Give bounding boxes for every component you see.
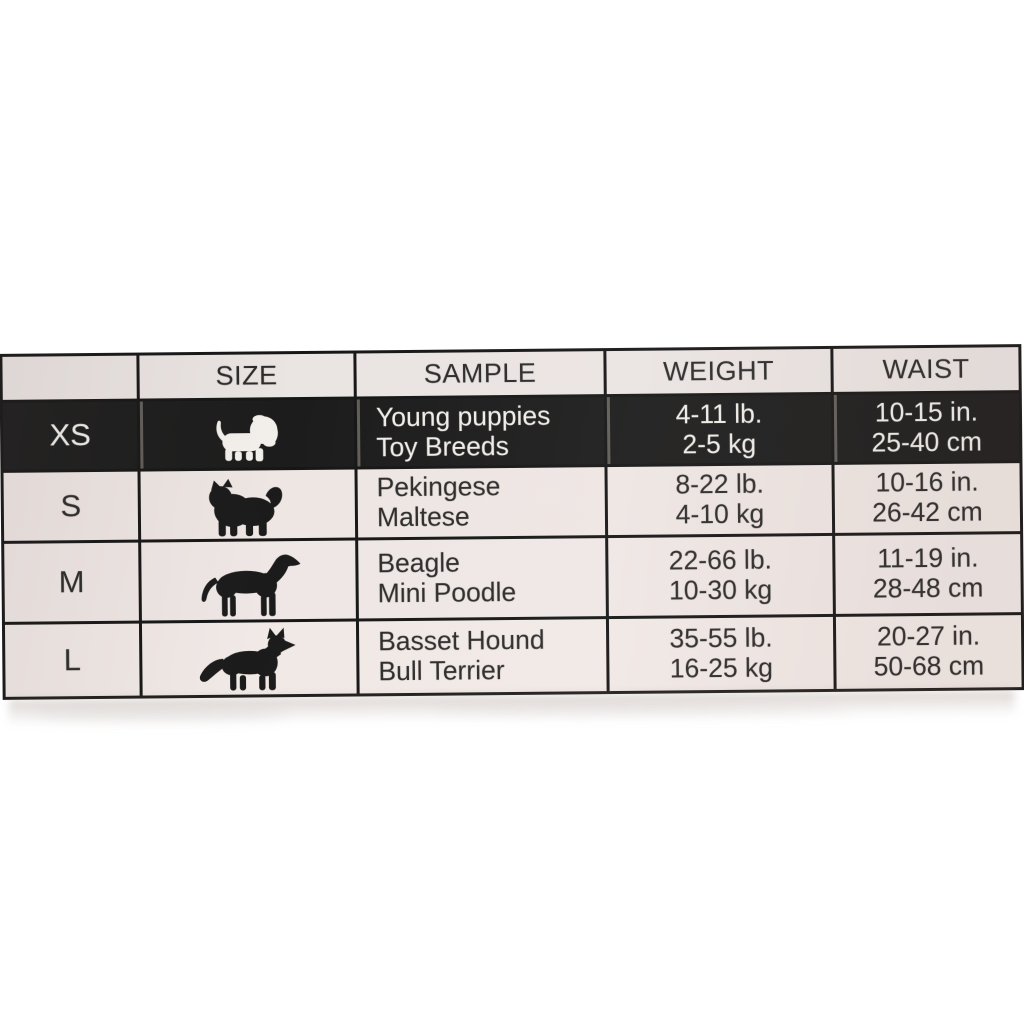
sample-cell-m: Beagle Mini Poodle [358,538,606,619]
size-icon-cell-s [140,469,356,540]
waist-cell-s: 10-16 in. 26-42 cm [834,463,1021,533]
puppy-dog-icon [216,414,278,461]
size-icon-cell-m [141,540,356,621]
size-label-l: L [4,623,140,697]
header-weight: WEIGHT [606,348,831,395]
waist-cell-l: 20-27 in. 50-68 cm [835,615,1022,689]
header-weight-label: WEIGHT [662,355,775,387]
size-chart-photo: SIZE SAMPLE WEIGHT WAIST XS [0,344,1024,726]
size-label-s: S [3,471,139,541]
header-waist: WAIST [833,347,1019,392]
size-icon-cell-xs [139,399,355,469]
size-label-xs: XS [2,401,138,470]
header-sample: SAMPLE [356,351,604,397]
size-icon-cell-l [141,621,357,696]
sample-cell-xs: Young puppies Toy Breeds [356,397,605,467]
size-chart-table: SIZE SAMPLE WEIGHT WAIST XS [0,344,1024,700]
weight-cell-s: 8-22 lb. 4-10 kg [607,464,833,536]
sample-cell-s: Pekingese Maltese [357,467,606,538]
header-sample-label: SAMPLE [423,358,537,390]
header-size: SIZE [139,353,354,399]
beagle-dog-icon [201,554,301,617]
header-empty-cell [2,355,137,400]
header-waist-label: WAIST [882,353,970,385]
weight-cell-l: 35-55 lb. 16-25 kg [608,616,834,692]
weight-cell-xs: 4-11 lb. 2-5 kg [606,394,832,465]
pekingese-dog-icon [209,478,283,537]
size-label-m: M [4,542,139,622]
header-size-label: SIZE [215,360,278,392]
waist-cell-m: 11-19 in. 28-48 cm [835,534,1021,614]
sample-cell-l: Basset Hound Bull Terrier [358,619,607,694]
collie-dog-icon [199,627,296,691]
weight-cell-m: 22-66 lb. 10-30 kg [608,535,833,617]
waist-cell-xs: 10-15 in. 25-40 cm [833,393,1020,462]
